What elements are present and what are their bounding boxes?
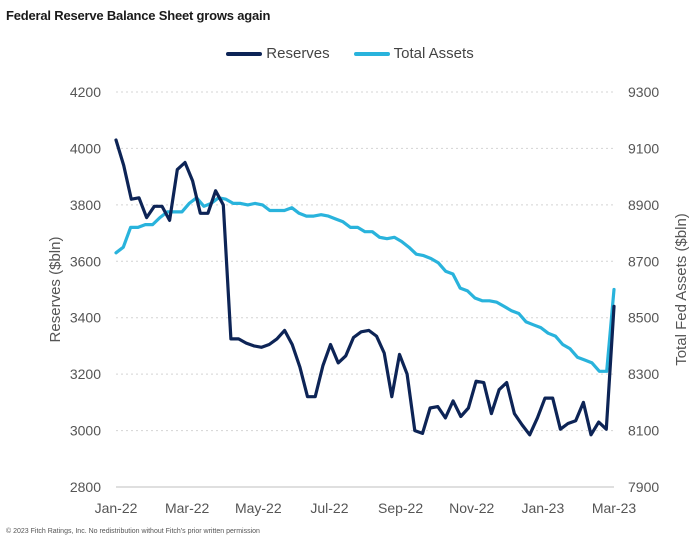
x-tick-label: May-22 [235, 500, 282, 516]
legend-item-total-assets[interactable]: Total Assets [353, 45, 474, 62]
right-axis-ticks: 9300 9100 8900 8700 8500 8300 8100 7900 [628, 84, 659, 495]
left-tick-label: 3000 [70, 423, 101, 439]
left-tick-label: 3400 [70, 310, 101, 326]
legend-label-reserves: Reserves [266, 45, 330, 62]
chart-title: Federal Reserve Balance Sheet grows agai… [6, 8, 271, 23]
legend-item-reserves[interactable]: Reserves [226, 45, 330, 62]
left-tick-label: 4000 [70, 140, 101, 156]
right-axis-title: Total Fed Assets ($bln) [673, 213, 690, 366]
right-tick-label: 8900 [628, 197, 659, 213]
right-tick-label: 8100 [628, 423, 659, 439]
x-tick-label: Nov-22 [449, 500, 494, 516]
left-tick-label: 4200 [70, 84, 101, 100]
copyright-footer: © 2023 Fitch Ratings, Inc. No redistribu… [6, 528, 260, 535]
legend-swatch-reserves [226, 51, 263, 56]
x-tick-label: Sep-22 [378, 500, 423, 516]
x-tick-label: Jan-23 [521, 500, 564, 516]
right-tick-label: 9300 [628, 84, 659, 100]
x-tick-label: Jul-22 [310, 500, 348, 516]
legend-label-total-assets: Total Assets [393, 45, 474, 62]
left-axis-ticks: 4200 4000 3800 3600 3400 3200 3000 2800 [70, 84, 101, 495]
left-axis-title: Reserves ($bln) [47, 237, 64, 343]
x-tick-label: Mar-23 [592, 500, 637, 516]
x-axis-ticks: Jan-22 Mar-22 May-22 Jul-22 Sep-22 Nov-22 Jan-… [95, 500, 637, 516]
left-tick-label: 3200 [70, 366, 101, 382]
gridlines [116, 91, 614, 488]
right-tick-label: 8300 [628, 366, 659, 382]
x-tick-label: Jan-22 [95, 500, 138, 516]
x-tick-label: Mar-22 [165, 500, 210, 516]
chart-legend: Reserves Total Assets [0, 45, 700, 62]
right-tick-label: 7900 [628, 479, 659, 495]
series-line-reserves [114, 138, 616, 437]
left-tick-label: 2800 [70, 479, 101, 495]
left-tick-label: 3800 [70, 197, 101, 213]
series-lines [114, 138, 616, 437]
legend-swatch-total-assets [353, 51, 390, 56]
right-tick-label: 8500 [628, 310, 659, 326]
right-tick-label: 9100 [628, 140, 659, 156]
left-tick-label: 3600 [70, 253, 101, 269]
series-line-total-assets [114, 196, 616, 373]
right-tick-label: 8700 [628, 253, 659, 269]
